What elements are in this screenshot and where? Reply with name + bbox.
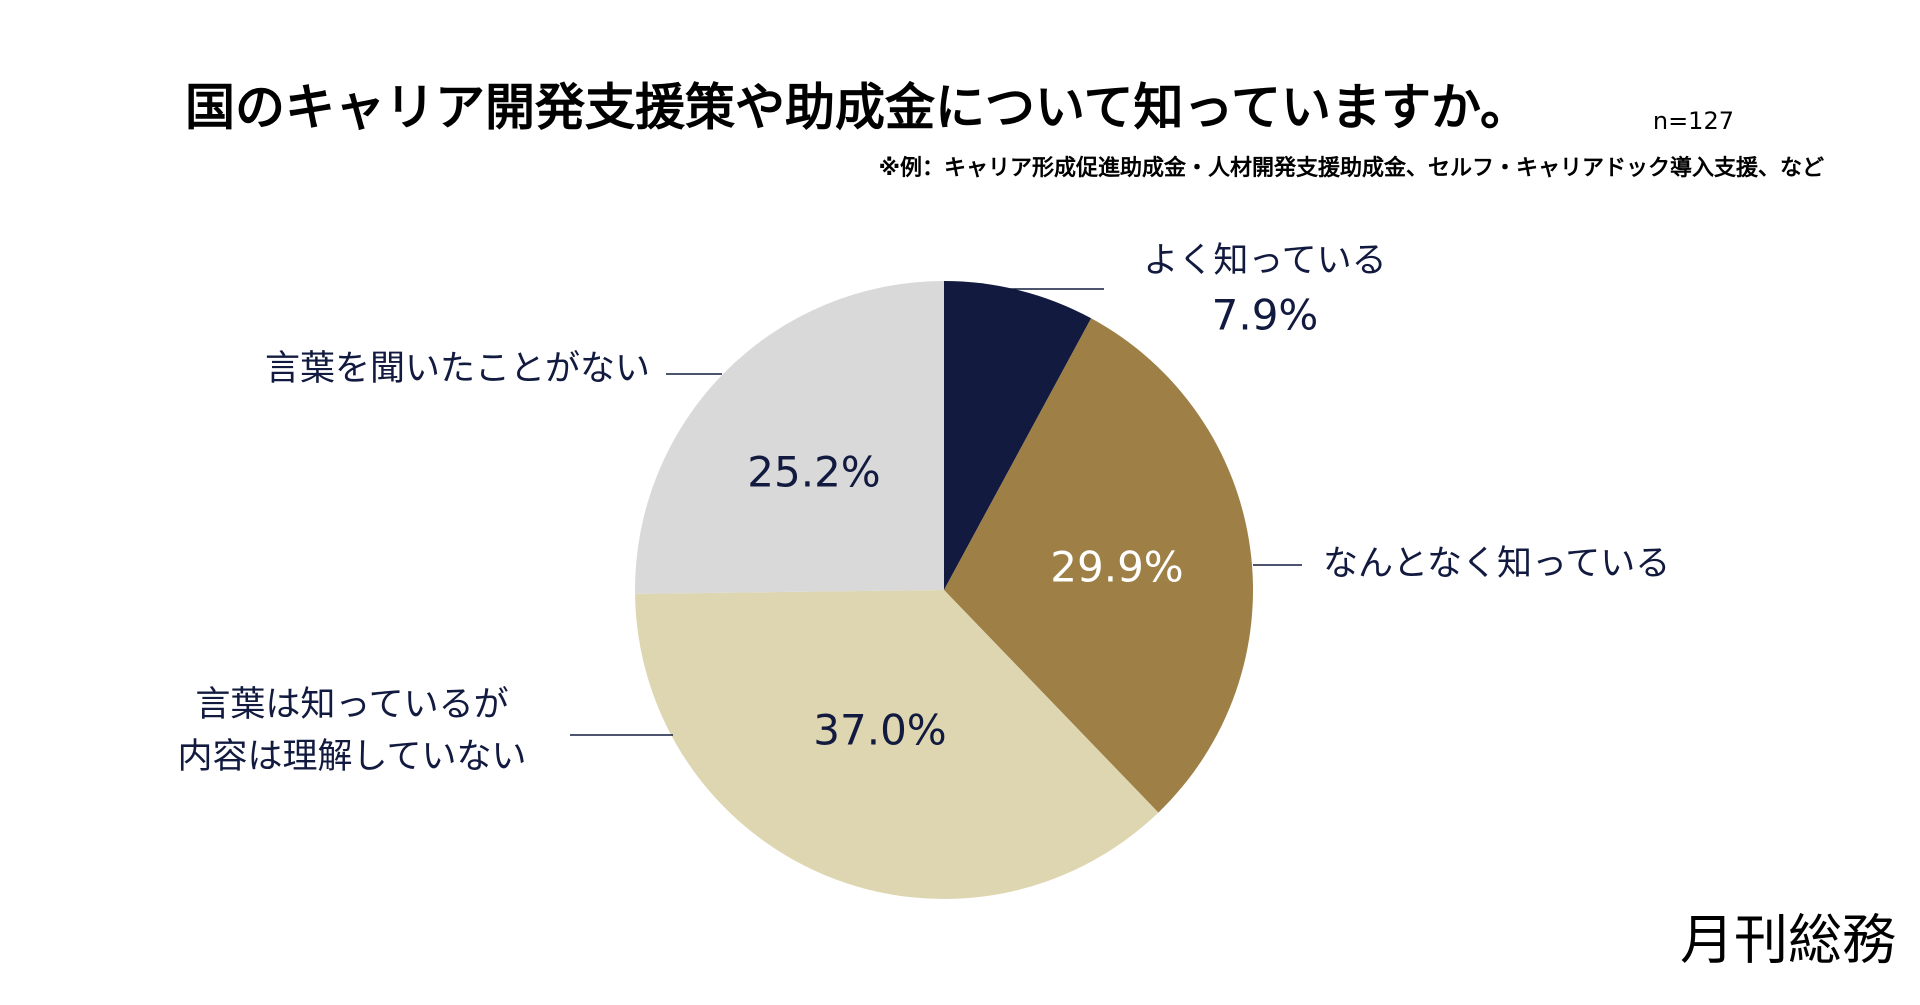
pie-slice xyxy=(635,590,1159,900)
pie-slice xyxy=(944,281,1092,590)
category-label-line: なんとなく知っている xyxy=(1323,544,1670,584)
value-label: 29.9% xyxy=(1050,543,1183,592)
category-label-line: よく知っている xyxy=(1143,241,1386,281)
value-label: 37.0% xyxy=(813,706,946,755)
category-label: 言葉は知っているが内容は理解していない xyxy=(178,685,527,777)
chart-subtitle: ※例：キャリア形成促進助成金・人材開発支援助成金、セルフ・キャリアドック導入支援… xyxy=(879,155,1824,181)
category-label: よく知っている xyxy=(1143,241,1386,281)
chart-title: 国のキャリア開発支援策や助成金について知っていますか。 xyxy=(185,79,1530,137)
category-label-line: 言葉は知っているが xyxy=(195,685,508,725)
category-label: なんとなく知っている xyxy=(1323,544,1670,584)
value-label: 25.2% xyxy=(747,448,880,497)
sample-size: n=127 xyxy=(1653,107,1734,135)
category-label-line: 言葉を聞いたことがない xyxy=(265,349,650,389)
pie-slice xyxy=(944,318,1253,813)
pie-slice xyxy=(635,281,944,594)
leader-lines xyxy=(570,288,1302,736)
value-label: 7.9% xyxy=(1212,291,1319,340)
brand: 月刊総務 xyxy=(1680,909,1896,972)
category-label: 言葉を聞いたことがない xyxy=(265,349,650,389)
category-label-line: 内容は理解していない xyxy=(178,737,527,777)
